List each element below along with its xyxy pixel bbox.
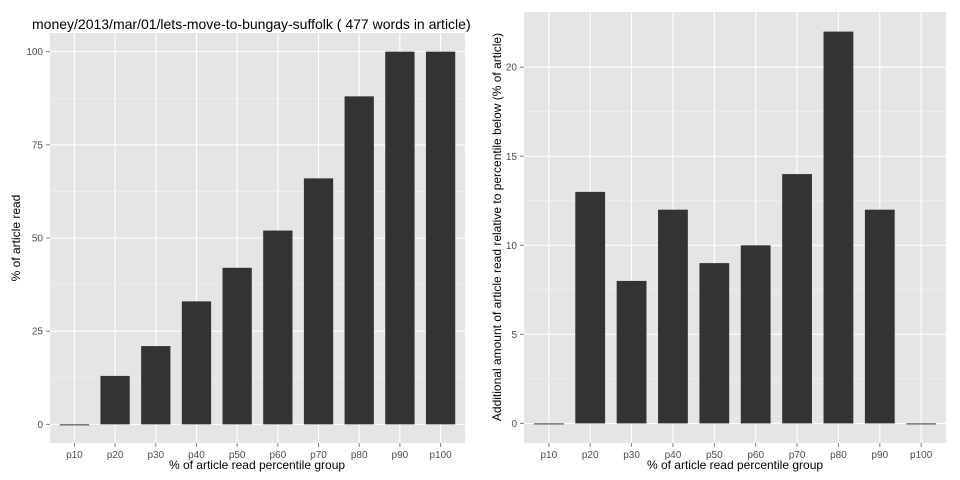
bar-p80 bbox=[344, 96, 374, 425]
bar-p70 bbox=[782, 174, 812, 424]
x-axis-ticks: p10 p20 p30 p40 p50 p60 p70 p80 p90 p100 bbox=[540, 443, 933, 461]
bar-p50 bbox=[222, 267, 252, 425]
x-tick-label: p100 bbox=[910, 450, 933, 461]
y-axis-title: Additional amount of article read relati… bbox=[490, 33, 504, 421]
bar-p80 bbox=[823, 31, 854, 424]
x-tick-label: p40 bbox=[188, 450, 205, 461]
x-tick-label: p90 bbox=[392, 450, 409, 461]
y-tick-label: 10 bbox=[506, 241, 518, 252]
x-axis-title: % of article read percentile group bbox=[169, 458, 345, 472]
y-tick-label: 25 bbox=[32, 327, 44, 338]
bar-p90 bbox=[385, 51, 415, 425]
chart-title: money/2013/mar/01/lets-move-to-bungay-su… bbox=[32, 16, 471, 32]
x-tick-label: p40 bbox=[665, 450, 682, 461]
x-tick-label: p50 bbox=[229, 450, 246, 461]
x-tick-label: p60 bbox=[269, 450, 286, 461]
y-tick-label: 0 bbox=[37, 420, 43, 431]
x-tick-label: p10 bbox=[540, 450, 557, 461]
bars bbox=[533, 31, 937, 425]
bar-p20 bbox=[100, 375, 130, 425]
bar-p10 bbox=[59, 424, 90, 426]
bars bbox=[59, 51, 456, 426]
bar-p100 bbox=[425, 51, 456, 425]
x-tick-label: p30 bbox=[623, 450, 640, 461]
x-tick-label: p90 bbox=[871, 450, 888, 461]
y-axis-ticks: 0 5 10 15 20 bbox=[506, 63, 524, 430]
x-tick-label: p20 bbox=[582, 450, 599, 461]
y-tick-label: 100 bbox=[26, 47, 43, 58]
y-axis-title: % of article read bbox=[9, 195, 23, 282]
bar-p40 bbox=[181, 301, 212, 425]
x-tick-label: p70 bbox=[789, 450, 806, 461]
y-tick-label: 5 bbox=[511, 330, 517, 341]
x-tick-label: p80 bbox=[351, 450, 368, 461]
bar-p30 bbox=[141, 346, 171, 425]
x-tick-label: p10 bbox=[66, 450, 83, 461]
bar-p40 bbox=[658, 209, 688, 424]
y-tick-label: 50 bbox=[32, 234, 44, 245]
chart-right: 0 5 10 15 20 p10 p20 p30 p40 p50 p60 p70 p80 p90 p100… bbox=[490, 12, 946, 472]
bar-p70 bbox=[303, 178, 334, 425]
bar-p60 bbox=[740, 245, 771, 424]
x-tick-label: p50 bbox=[706, 450, 723, 461]
x-tick-label: p100 bbox=[429, 450, 452, 461]
bar-p20 bbox=[575, 191, 606, 424]
x-tick-label: p20 bbox=[107, 450, 124, 461]
bar-p50 bbox=[699, 263, 730, 424]
x-tick-label: p80 bbox=[830, 450, 847, 461]
y-axis-ticks: 0 25 50 75 100 bbox=[26, 47, 50, 431]
x-tick-label: p70 bbox=[310, 450, 327, 461]
bar-p30 bbox=[616, 280, 647, 424]
bar-p100 bbox=[906, 423, 937, 425]
x-tick-label: p30 bbox=[147, 450, 164, 461]
bar-p10 bbox=[533, 423, 564, 425]
bar-p60 bbox=[263, 230, 293, 425]
y-tick-label: 20 bbox=[506, 63, 518, 74]
y-tick-label: 75 bbox=[32, 140, 44, 151]
x-axis-title: % of article read percentile group bbox=[647, 458, 823, 472]
x-tick-label: p60 bbox=[747, 450, 764, 461]
bar-p90 bbox=[864, 209, 895, 424]
chart-left: money/2013/mar/01/lets-move-to-bungay-su… bbox=[9, 16, 471, 472]
y-tick-label: 0 bbox=[511, 419, 517, 430]
y-tick-label: 15 bbox=[506, 152, 518, 163]
x-axis-ticks: p10 p20 p30 p40 p50 p60 p70 p80 p90 p100 bbox=[66, 443, 452, 461]
